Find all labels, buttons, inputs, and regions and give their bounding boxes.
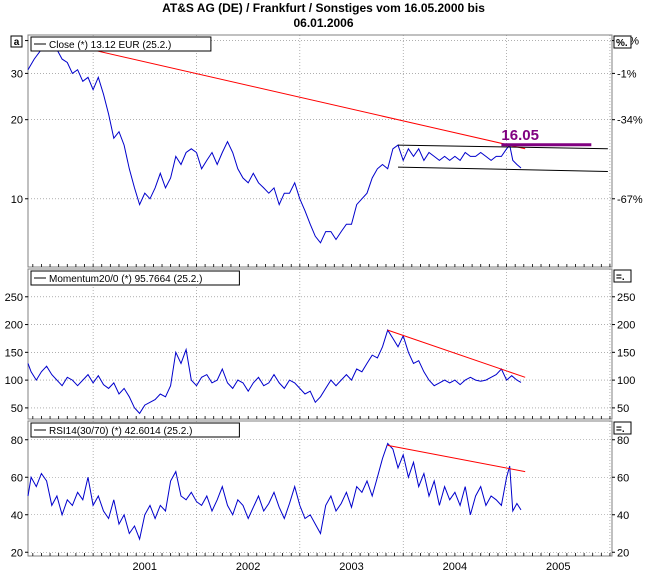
price-right-tick-label: -34% [617, 115, 643, 127]
price-annotation-label: 16.05 [501, 127, 539, 144]
momentum-left-tick-label: 250 [5, 292, 23, 304]
x-tick-label: 2001 [133, 561, 157, 573]
momentum-panel: 250 200 150 100 50 250 200 150 100 50 =. Momentum20… [5, 268, 635, 420]
rsi-legend-box [30, 422, 240, 438]
price-corner-box-right [613, 35, 632, 49]
x-tick-label: 2003 [339, 561, 363, 573]
momentum-right-tick-label: 150 [617, 347, 635, 359]
momentum-left-tick-label: 200 [5, 320, 23, 332]
price-frame [27, 34, 613, 268]
rsi-right-tick-label: 80 [617, 435, 629, 447]
rsi-frame [27, 420, 613, 557]
price-corner-label-left: a [14, 37, 20, 48]
momentum-corner-label-right: =. [616, 272, 625, 283]
rsi-legend-label: RSI14(30/70) (*) 42.6014 (25.2.) [49, 426, 192, 437]
rsi-right-tick-label: 20 [617, 547, 629, 559]
rsi-panel: 80 60 40 20 80 60 40 20 =. RSI14(30/70) (*) 42.60… [11, 420, 632, 573]
rsi-series-line [27, 442, 522, 541]
momentum-legend-box [30, 270, 240, 286]
rsi-left-tick-label: 60 [11, 472, 23, 484]
rsi-left-tick-label: 80 [11, 435, 23, 447]
chart-title-line1: AT&S AG (DE) / Frankfurt / Sonstiges vom… [162, 1, 485, 15]
rsi-left-tick-label: 40 [11, 510, 23, 522]
price-trend-line [51, 40, 526, 150]
rsi-right-tick-label: 60 [617, 472, 629, 484]
rsi-corner-label-right: =. [616, 424, 625, 435]
price-left-tick-label: 10 [11, 194, 23, 206]
momentum-trend-line [387, 329, 526, 378]
price-right-tick-label: -67% [617, 194, 643, 206]
momentum-series-line [27, 328, 522, 415]
momentum-corner-box-right [613, 269, 632, 283]
momentum-left-tick-label: 50 [11, 403, 23, 415]
momentum-right-tick-label: 100 [617, 375, 635, 387]
rsi-left-tick-label: 20 [11, 547, 23, 559]
chart-title-line2: 06.01.2006 [293, 16, 354, 30]
price-legend-label: Close (*) 13.12 EUR (25.2.) [49, 40, 171, 51]
momentum-right-tick-label: 250 [617, 292, 635, 304]
price-left-tick-label: 20 [11, 115, 23, 127]
x-tick-label: 2002 [236, 561, 260, 573]
momentum-left-tick-label: 150 [5, 347, 23, 359]
rsi-corner-box-right [613, 421, 632, 435]
price-legend-box [30, 36, 212, 52]
momentum-left-tick-label: 100 [5, 375, 23, 387]
price-series-line [27, 39, 522, 244]
price-left-tick-label: 30 [11, 68, 23, 80]
price-corner-label-right: %. [616, 38, 628, 49]
x-tick-label: 2004 [443, 561, 467, 573]
momentum-frame [27, 268, 613, 420]
price-corner-box-left [10, 35, 23, 48]
momentum-right-tick-label: 200 [617, 320, 635, 332]
price-right-tick-label: -1% [617, 68, 637, 80]
price-channel-line [398, 144, 608, 150]
price-channel-line [398, 166, 608, 172]
momentum-right-tick-label: 50 [617, 403, 629, 415]
rsi-trend-line [387, 444, 526, 473]
x-tick-label: 2005 [546, 561, 570, 573]
rsi-right-tick-label: 40 [617, 510, 629, 522]
momentum-legend-label: Momentum20/0 (*) 95.7664 (25.2.) [49, 274, 202, 285]
